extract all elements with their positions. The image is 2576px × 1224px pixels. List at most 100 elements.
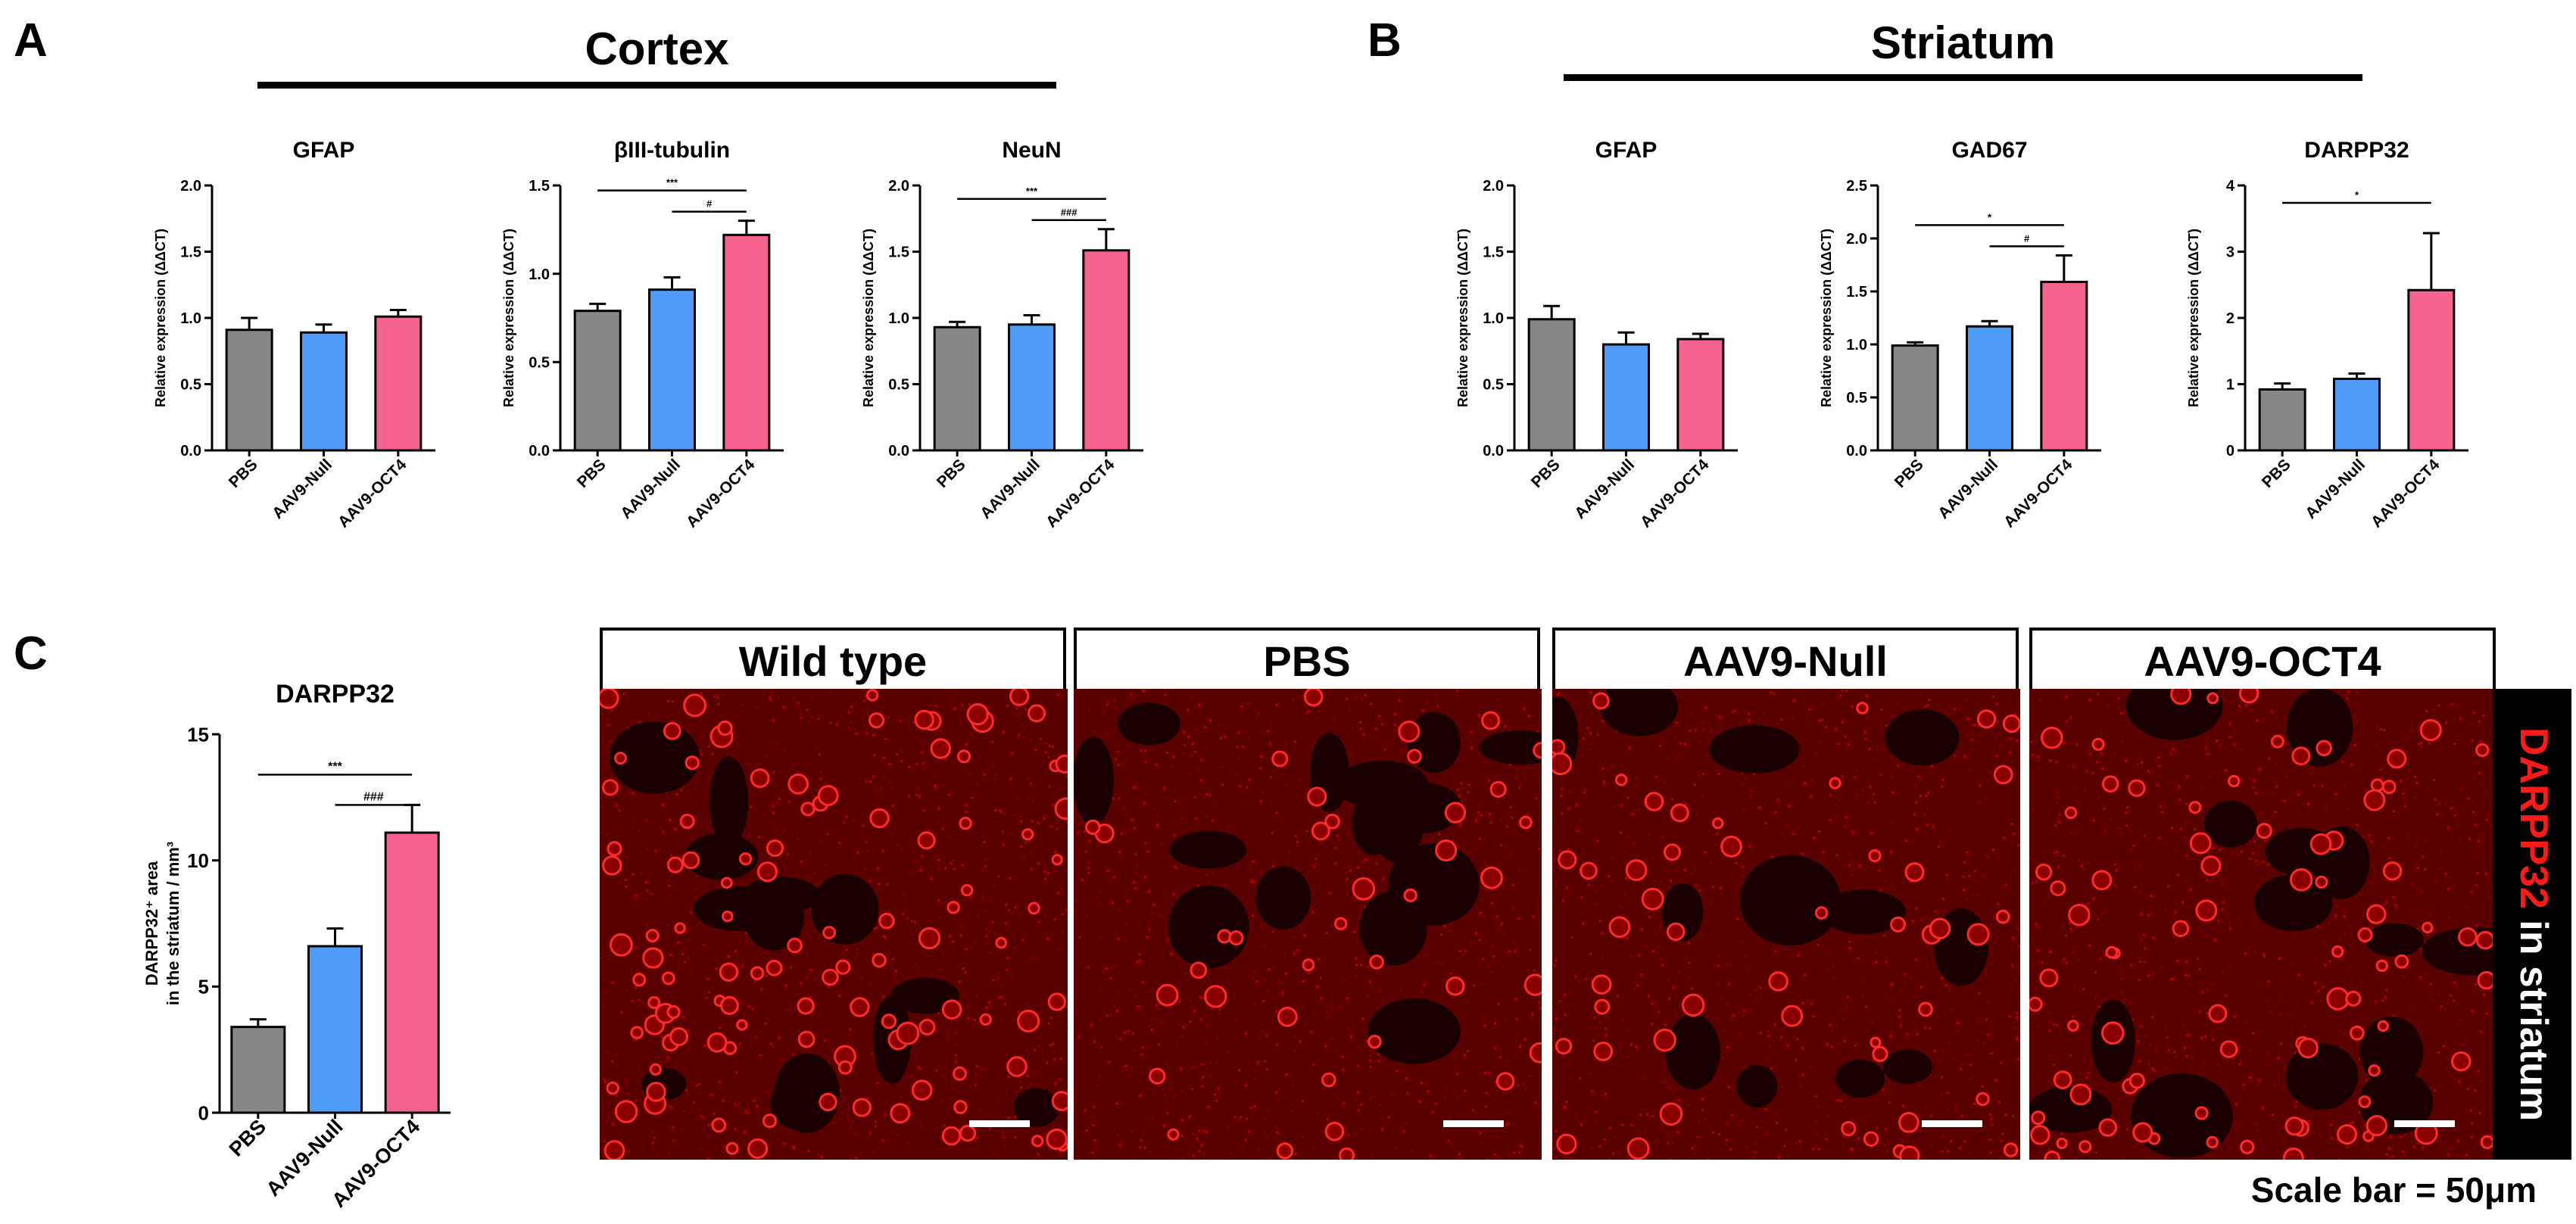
- speckle: [1156, 814, 1159, 817]
- stained-cell: [966, 703, 989, 726]
- speckle: [951, 940, 954, 943]
- y-tick-label: 0.5: [888, 377, 909, 394]
- speckle: [796, 837, 799, 840]
- speckle: [1748, 795, 1751, 798]
- speckle: [1143, 1146, 1146, 1149]
- speckle: [1293, 1036, 1296, 1039]
- speckle: [1754, 1141, 1757, 1145]
- speckle: [1731, 873, 1734, 876]
- speckle: [1025, 1050, 1028, 1053]
- speckle: [1954, 755, 1957, 758]
- speckle: [2225, 699, 2228, 702]
- speckle: [976, 783, 979, 786]
- speckle: [1940, 1076, 1943, 1079]
- speckle: [1931, 765, 1934, 768]
- stained-cell: [750, 768, 770, 788]
- stained-cell: [941, 1126, 962, 1146]
- speckle: [934, 786, 937, 789]
- speckle: [2419, 976, 2422, 979]
- speckle: [1689, 712, 1692, 715]
- speckle: [1418, 1100, 1421, 1103]
- speckle: [1196, 767, 1199, 770]
- stained-cell: [2100, 1021, 2125, 1045]
- speckle: [2484, 873, 2487, 876]
- speckle: [769, 1042, 772, 1045]
- speckle: [1259, 800, 1262, 803]
- speckle: [1518, 870, 1521, 873]
- speckle: [2038, 766, 2041, 769]
- x-tick-label: AAV9-Null: [2302, 456, 2369, 522]
- stained-cell: [766, 839, 784, 858]
- speckle: [2285, 690, 2288, 693]
- speckle: [2251, 777, 2254, 780]
- speckle: [707, 745, 710, 748]
- speckle: [772, 780, 775, 783]
- speckle: [1879, 889, 1882, 892]
- speckle: [2478, 783, 2481, 786]
- speckle: [2394, 904, 2397, 907]
- speckle: [2075, 799, 2079, 802]
- speckle: [2335, 1128, 2338, 1131]
- speckle: [1130, 693, 1133, 696]
- speckle: [975, 1073, 978, 1076]
- stained-cell: [2091, 737, 2105, 751]
- speckle: [703, 1128, 706, 1131]
- speckle: [1035, 1070, 1038, 1073]
- speckle: [1290, 1109, 1293, 1112]
- speckle: [1139, 1146, 1142, 1149]
- speckle: [2458, 738, 2461, 741]
- speckle: [2251, 852, 2254, 855]
- speckle: [2138, 979, 2141, 982]
- speckle: [2312, 1131, 2316, 1134]
- speckle: [1917, 1084, 1920, 1087]
- speckle: [1842, 1018, 1845, 1021]
- stained-cell: [2132, 1122, 2153, 1143]
- speckle: [2218, 878, 2221, 881]
- speckle: [1096, 1083, 1099, 1086]
- speckle: [718, 1081, 721, 1084]
- speckle: [2233, 743, 2236, 746]
- stained-cell: [1533, 742, 1542, 759]
- speckle: [1843, 1105, 1846, 1108]
- speckle: [2090, 1088, 2093, 1091]
- speckle: [907, 917, 910, 920]
- speckle: [2480, 1079, 2483, 1082]
- speckle: [1804, 782, 1807, 785]
- speckle: [2348, 967, 2351, 970]
- speckle: [1495, 1080, 1498, 1083]
- speckle: [1568, 1076, 1571, 1079]
- speckle: [1169, 1088, 1172, 1091]
- stained-cell: [2208, 1004, 2228, 1023]
- speckle: [2430, 998, 2433, 1001]
- scale-bar: [1922, 1120, 1982, 1127]
- speckle: [1933, 1050, 1936, 1053]
- speckle: [2401, 1151, 2404, 1154]
- speckle: [1847, 743, 1850, 746]
- speckle: [1946, 877, 1949, 880]
- speckle: [1425, 1084, 1428, 1087]
- speckle: [1482, 983, 1485, 986]
- speckle: [1991, 961, 1994, 964]
- speckle: [679, 857, 682, 860]
- speckle: [1968, 874, 1971, 877]
- speckle: [2356, 691, 2359, 694]
- speckle: [1319, 997, 1322, 1000]
- stained-cell: [2238, 689, 2259, 704]
- speckle: [1148, 928, 1151, 931]
- x-tick-label: PBS: [934, 456, 969, 491]
- speckle: [2263, 819, 2266, 822]
- speckle: [2065, 961, 2068, 964]
- speckle: [779, 770, 782, 773]
- speckle: [1888, 998, 1891, 1001]
- speckle: [1923, 813, 1926, 816]
- speckle: [1731, 1113, 1734, 1117]
- speckle: [1265, 1068, 1268, 1071]
- speckle: [1456, 958, 1459, 961]
- speckle: [2054, 852, 2057, 855]
- speckle: [618, 809, 621, 812]
- speckle: [2188, 1033, 2191, 1036]
- speckle: [2277, 1057, 2280, 1060]
- speckle: [1958, 1147, 1961, 1150]
- speckle: [778, 798, 781, 801]
- speckle: [1440, 933, 1443, 936]
